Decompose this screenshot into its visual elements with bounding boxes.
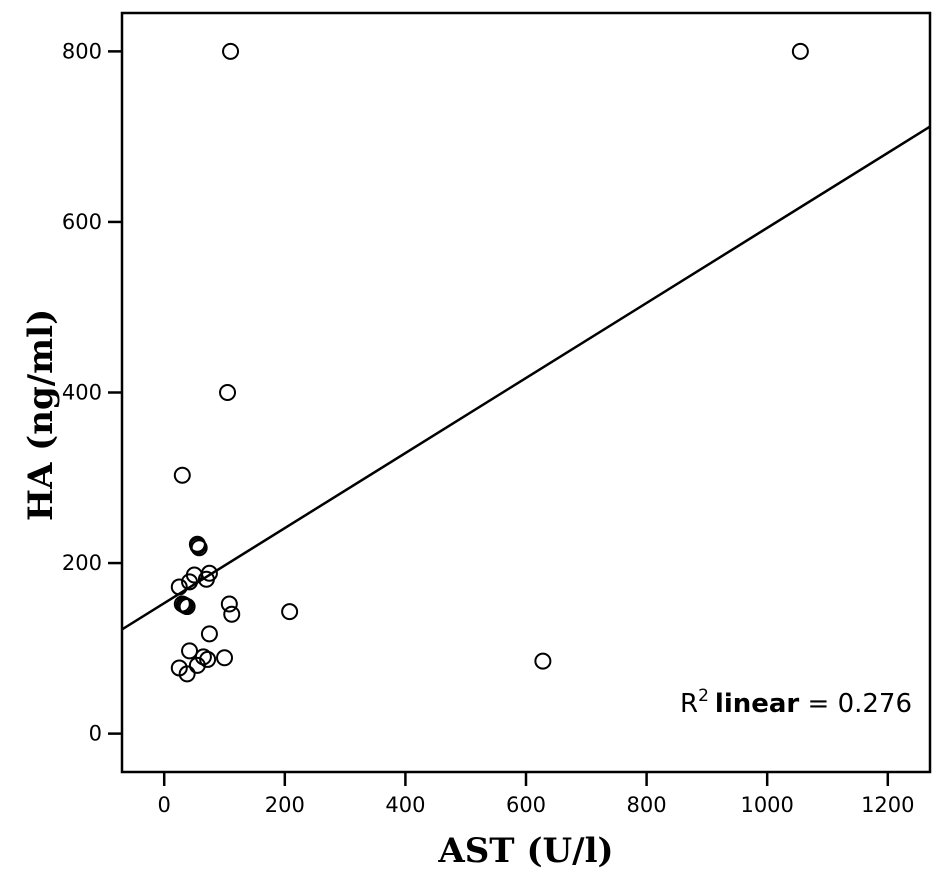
- x-tick-label: 1200: [861, 793, 914, 817]
- x-tick-label: 0: [158, 793, 171, 817]
- x-axis-title: AST (U/l): [437, 831, 613, 871]
- y-tick-label: 800: [62, 39, 102, 63]
- data-point: [791, 42, 809, 60]
- data-point: [178, 665, 196, 683]
- y-tick-label: 200: [62, 551, 102, 575]
- x-tick-label: 1000: [740, 793, 793, 817]
- data-point: [181, 573, 199, 591]
- data-points: [170, 42, 809, 683]
- data-point: [219, 384, 237, 401]
- regression-line: [121, 125, 931, 631]
- x-tick-label: 200: [265, 793, 305, 817]
- x-tick-label: 400: [385, 793, 425, 817]
- data-point: [173, 466, 191, 484]
- data-point: [223, 605, 241, 623]
- data-point: [197, 570, 215, 588]
- data-point: [194, 648, 212, 666]
- plot-area: [121, 42, 931, 683]
- data-point: [188, 656, 206, 674]
- data-point: [216, 649, 234, 667]
- data-point: [200, 625, 218, 643]
- data-point: [281, 603, 299, 621]
- y-tick-label: 600: [62, 210, 102, 234]
- data-point: [175, 596, 193, 614]
- y-axis-ticks: 0 200 400 600 800: [62, 39, 122, 746]
- plot-frame: [120, 11, 932, 774]
- y-tick-label: 400: [62, 381, 102, 405]
- data-point: [189, 537, 207, 555]
- x-tick-label: 800: [627, 793, 667, 817]
- data-point: [534, 652, 552, 670]
- data-point: [170, 578, 188, 596]
- data-point: [222, 42, 240, 60]
- data-point: [220, 595, 238, 613]
- y-axis-title: HA (ng/ml): [21, 309, 61, 521]
- y-tick-label: 0: [89, 722, 102, 746]
- data-point: [181, 642, 199, 660]
- r-squared-annotation: R2 linear = 0.276: [680, 686, 912, 719]
- x-axis-ticks: 0 200 400 600 800 1000 1200: [158, 772, 915, 817]
- x-tick-label: 600: [506, 793, 546, 817]
